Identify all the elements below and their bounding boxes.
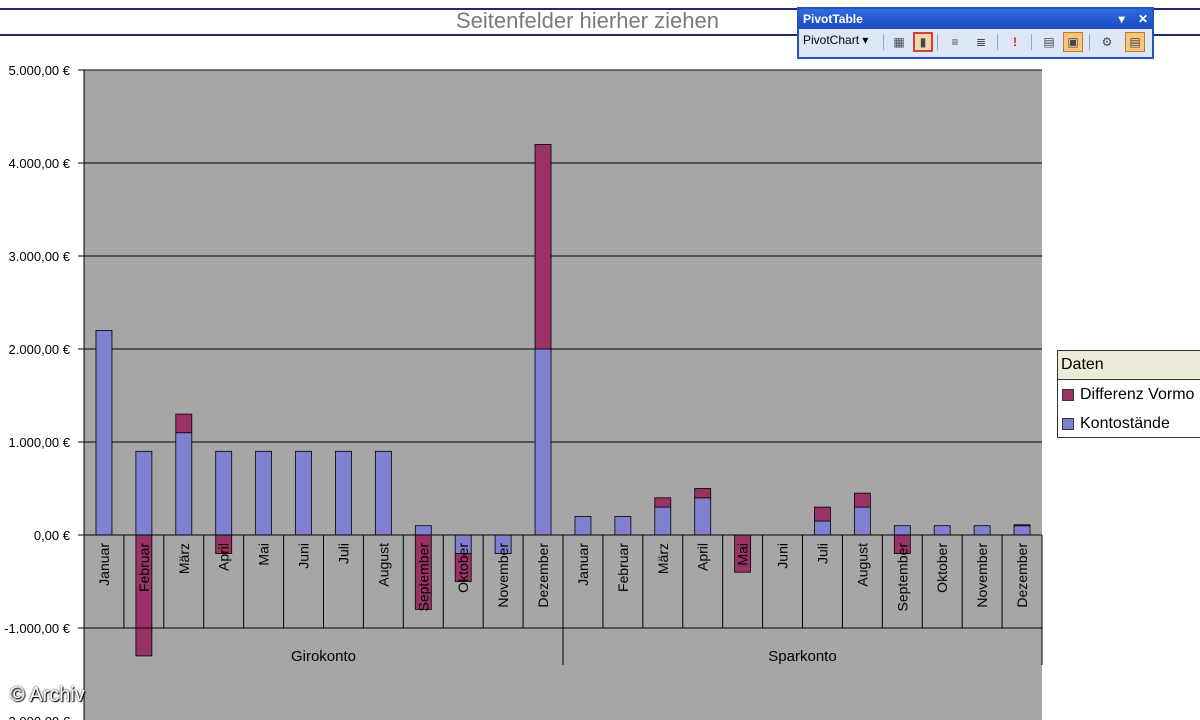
y-tick-label: -1.000,00 € — [4, 621, 71, 636]
category-label: Juni — [296, 543, 312, 569]
legend-item-kontostaende[interactable]: Kontostände — [1058, 409, 1200, 438]
pivottable-toolbar[interactable]: PivotTable ▾ ✕ PivotChart ▾ ▦ ▮ ≡ ≣ ! ▤ … — [797, 7, 1154, 59]
include-hidden-items-icon[interactable]: ▤ — [1043, 35, 1055, 49]
y-tick-label: 4.000,00 € — [9, 156, 71, 171]
hide-detail-icon[interactable]: ≡ — [951, 35, 959, 49]
toolbar-options-icon[interactable]: ▾ — [1118, 12, 1125, 26]
group-label: Sparkonto — [768, 648, 836, 665]
y-tick-label: 1.000,00 € — [9, 435, 71, 450]
bar-kontostaende — [973, 525, 991, 536]
bar-kontostaende — [1013, 525, 1031, 536]
field-settings-icon[interactable]: ⚙ — [1101, 35, 1113, 49]
legend-swatch-kontostaende — [1062, 417, 1074, 430]
toolbar-separator — [937, 34, 938, 50]
category-label: Dezember — [535, 543, 551, 608]
bar-kontostaende — [654, 506, 672, 536]
bar-differenz — [814, 506, 831, 522]
bar-kontostaende — [95, 329, 113, 536]
bar-kontostaende — [175, 432, 193, 536]
bar-kontostaende — [853, 506, 871, 536]
toolbar-separator — [1031, 34, 1032, 50]
category-label: September — [894, 543, 910, 612]
category-label: Juli — [335, 543, 351, 564]
bar-kontostaende — [893, 525, 911, 536]
y-tick-label: 5.000,00 € — [9, 63, 71, 78]
bar-kontostaende — [414, 525, 432, 536]
category-label: Dezember — [1014, 543, 1030, 608]
legend-title[interactable]: Daten — [1058, 351, 1200, 380]
watermark: © Archiv — [10, 684, 85, 706]
category-label: Februar — [136, 543, 152, 592]
page-field-drop-zone[interactable] — [0, 8, 1200, 36]
bar-kontostaende — [295, 450, 312, 536]
y-axis-ticks: 5.000,00 € 4.000,00 € 3.000,00 € 2.000,00 €… — [4, 63, 71, 720]
category-label: Mai — [256, 543, 272, 566]
category-axis: Januar Februar März April Mai Juni Juli August S… — [84, 534, 1043, 665]
category-label: Januar — [96, 543, 112, 586]
legend-label-kontostaende: Kontostände — [1080, 415, 1170, 432]
category-label: März — [176, 543, 192, 574]
category-label: November — [495, 543, 511, 608]
bar-differenz — [853, 492, 871, 508]
pivottable-titlebar[interactable]: PivotTable ▾ ✕ — [799, 9, 1152, 29]
group-label: Girokonto — [291, 648, 356, 665]
bar-kontostaende — [574, 516, 592, 536]
toolbar-separator — [883, 34, 884, 50]
pivottable-title: PivotTable — [803, 12, 863, 26]
category-label: Oktober — [934, 543, 950, 593]
field-list-icon[interactable]: ▤ — [1125, 32, 1145, 52]
bar-kontostaende — [534, 348, 552, 536]
category-label: August — [854, 543, 870, 587]
category-label: März — [655, 543, 671, 574]
always-display-items-icon[interactable]: ▣ — [1063, 32, 1083, 52]
bar-differenz — [454, 553, 472, 582]
bar-kontostaende — [694, 497, 712, 536]
format-report-icon[interactable]: ▦ — [893, 35, 905, 49]
bar-kontostaende — [215, 450, 233, 536]
category-label: November — [974, 543, 990, 608]
bar-kontostaende — [614, 516, 632, 536]
toolbar-separator — [1089, 34, 1090, 50]
legend-label-differenz: Differenz Vormo — [1080, 386, 1195, 403]
legend-swatch-differenz — [1062, 388, 1074, 401]
pivotchart-menu[interactable]: PivotChart ▾ — [803, 33, 869, 47]
toolbar-separator — [997, 34, 998, 50]
bar-kontostaende — [374, 450, 392, 536]
category-label: August — [375, 543, 391, 587]
bar-differenz — [175, 413, 193, 434]
page-field-hint: Seitenfelder hierher ziehen — [456, 8, 719, 33]
bar-differenz — [654, 497, 672, 508]
category-label: Oktober — [455, 543, 471, 593]
bar-kontostaende — [814, 520, 831, 536]
bar-kontostaende — [933, 525, 951, 536]
y-tick-label: -2.000,00 € — [4, 714, 71, 720]
y-tick-label: 2.000,00 € — [9, 342, 71, 357]
bar-differenz — [534, 143, 552, 350]
y-tick-label: 0,00 € — [34, 528, 71, 543]
category-label: April — [695, 543, 711, 571]
bar-kontostaende — [135, 450, 153, 536]
category-label: Juli — [814, 543, 830, 564]
chart-wizard-icon[interactable]: ▮ — [913, 32, 933, 52]
category-label: Februar — [615, 543, 631, 592]
bar-kontostaende — [255, 450, 273, 536]
show-detail-icon[interactable]: ≣ — [975, 35, 987, 49]
category-label: Juni — [775, 543, 791, 569]
legend-item-differenz[interactable]: Differenz Vormo — [1058, 380, 1200, 409]
refresh-data-icon[interactable]: ! — [1013, 35, 1017, 49]
category-label: September — [415, 543, 431, 612]
bar-kontostaende — [335, 450, 352, 536]
bar-differenz — [694, 488, 712, 499]
chart-legend[interactable]: Daten Differenz Vormo Kontostände — [1057, 350, 1200, 438]
bar-differenz — [1013, 524, 1031, 527]
bars — [95, 143, 1031, 657]
close-icon[interactable]: ✕ — [1137, 12, 1148, 26]
category-label: Mai — [735, 543, 751, 566]
category-label: April — [216, 543, 232, 571]
gridlines — [78, 69, 1042, 720]
y-tick-label: 3.000,00 € — [9, 249, 71, 264]
category-label: Januar — [575, 543, 591, 586]
